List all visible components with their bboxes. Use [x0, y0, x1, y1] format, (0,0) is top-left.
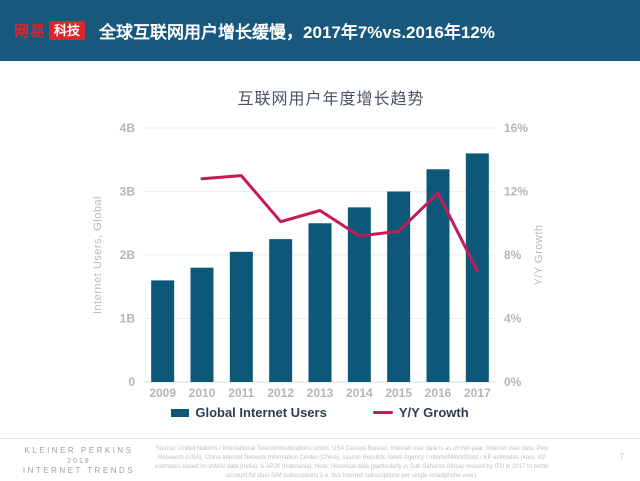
- brand-line: KLEINER PERKINS: [24, 446, 134, 455]
- left-axis-title: Internet Users, Global: [92, 196, 104, 314]
- page-number: 7: [619, 452, 624, 461]
- bar-2015: [387, 191, 411, 382]
- chart-title: 互联网用户年度增长趋势: [237, 91, 425, 108]
- slide-footer: KLEINER PERKINS 2018 INTERNET TRENDS Sou…: [0, 438, 640, 480]
- right-axis-tick-label: 4%: [504, 312, 522, 326]
- article-title: 全球互联网用户增长缓慢，2017年7%vs.2016年12%: [99, 23, 495, 42]
- bar-2010: [190, 267, 214, 382]
- legend-label: Global Internet Users: [195, 405, 327, 420]
- bar-2016: [426, 169, 450, 382]
- brand-line: 2018: [67, 457, 91, 465]
- x-axis-label-2017: 2017: [464, 386, 491, 400]
- brand-line: INTERNET TRENDS: [22, 466, 136, 476]
- x-axis-label-2012: 2012: [267, 386, 294, 400]
- right-axis-title: Y/Y Growth: [533, 224, 545, 285]
- bar-2011: [229, 251, 253, 382]
- source-note: Source: United Nations / International T…: [154, 446, 550, 479]
- right-axis-tick-label: 12%: [504, 185, 528, 199]
- bar-2013: [308, 223, 332, 382]
- bar-2009: [151, 280, 175, 382]
- x-axis-label-2009: 2009: [149, 386, 176, 400]
- bar-2014: [347, 207, 371, 382]
- x-axis-label-2014: 2014: [346, 386, 373, 400]
- x-axis-label-2016: 2016: [425, 386, 452, 400]
- line-swatch-icon: [372, 411, 393, 414]
- chart-legend: Global Internet Users Y/Y Growth: [0, 405, 640, 420]
- left-axis-tick-label: 1B: [120, 312, 136, 326]
- right-axis-tick-label: 16%: [504, 121, 528, 135]
- legend-label: Y/Y Growth: [398, 405, 469, 420]
- x-axis-label-2013: 2013: [307, 386, 334, 400]
- x-axis-label-2015: 2015: [385, 386, 412, 400]
- right-axis-tick-label: 0%: [504, 375, 522, 389]
- legend-item-internet-users: Global Internet Users: [171, 405, 327, 420]
- left-axis-tick-label: 4B: [120, 121, 136, 135]
- bar-2012: [269, 239, 293, 382]
- growth-line: [200, 174, 479, 273]
- left-axis-tick-label: 0: [128, 375, 135, 389]
- left-axis-tick-label: 2B: [120, 248, 136, 262]
- tech-logo-badge: 科技: [49, 20, 86, 41]
- left-axis-tick-label: 3B: [120, 185, 136, 199]
- legend-item-yy-growth: Y/Y Growth: [372, 405, 469, 420]
- netease-logo-text: 网易: [14, 23, 47, 40]
- x-axis-label-2011: 2011: [228, 386, 254, 400]
- x-axis-label-2010: 2010: [189, 386, 216, 400]
- bar-line-chart: 4B 16% 3B 12% 2B 8% 1B 4% 0 0% Internet Users, Glo…: [92, 121, 545, 400]
- kleiner-perkins-brand: KLEINER PERKINS 2018 INTERNET TRENDS: [8, 446, 150, 477]
- right-axis-tick-label: 8%: [504, 248, 522, 262]
- chart-slide: 4B 16% 3B 12% 2B 8% 1B 4% 0 0% Internet Users, Glo…: [0, 61, 640, 438]
- article-header: 网易 科技 全球互联网用户增长缓慢，2017年7%vs.2016年12%: [0, 0, 640, 61]
- bar-swatch-icon: [171, 408, 190, 417]
- netease-tech-logo: 网易 科技: [14, 20, 86, 41]
